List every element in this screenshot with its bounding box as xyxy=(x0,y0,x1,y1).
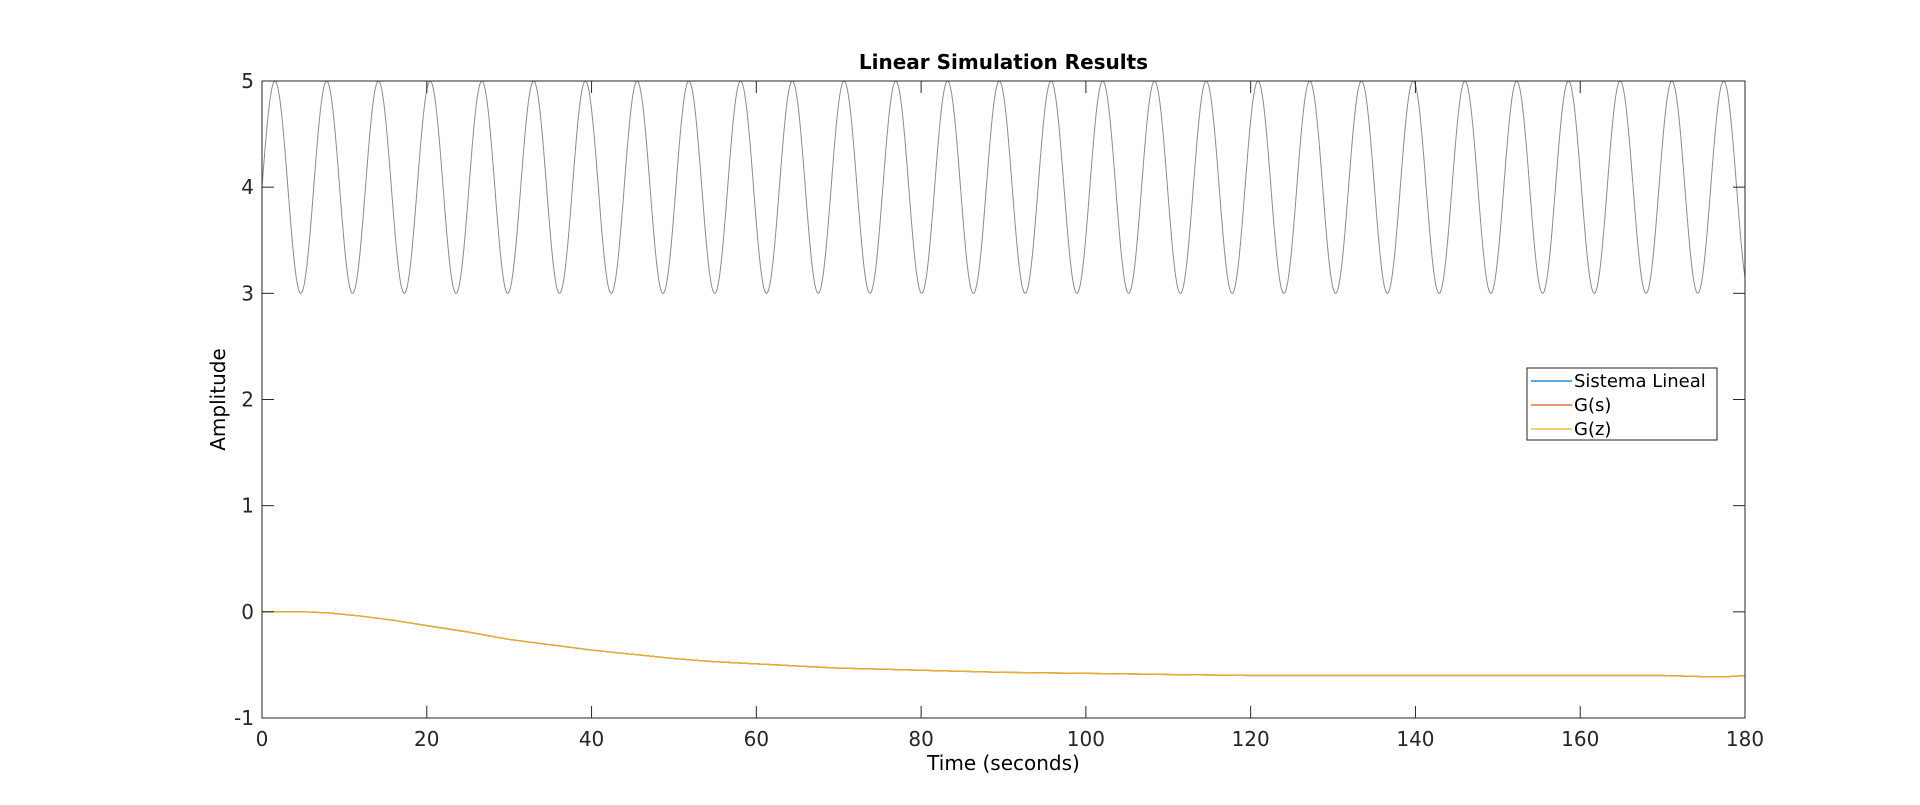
y-tick-label: 1 xyxy=(241,494,254,518)
x-tick-label: 180 xyxy=(1726,727,1764,751)
input-signal-line xyxy=(261,80,1746,294)
chart-title: Linear Simulation Results xyxy=(859,50,1148,74)
y-tick-label: 3 xyxy=(241,281,254,305)
y-axis-label: Amplitude xyxy=(206,348,230,451)
x-tick-label: 140 xyxy=(1396,727,1434,751)
y-tick-label: 2 xyxy=(241,388,254,412)
x-tick-label: 80 xyxy=(908,727,933,751)
legend-label-1: G(s) xyxy=(1574,395,1611,416)
plot-background xyxy=(262,81,1745,718)
y-tick-label: -1 xyxy=(234,706,254,730)
legend-label-0: Sistema Lineal xyxy=(1574,371,1706,392)
y-tick-label: 0 xyxy=(241,600,254,624)
x-axis-ticks: 0 20 40 60 80 100 120 140 160 180 xyxy=(256,81,1764,751)
y-tick-label: 5 xyxy=(241,69,254,93)
y-tick-label: 4 xyxy=(241,175,254,199)
legend: Sistema Lineal G(s) G(z) xyxy=(1526,367,1718,441)
x-tick-label: 100 xyxy=(1067,727,1105,751)
input-signal xyxy=(261,80,1746,294)
y-axis-ticks: -1 0 1 2 3 4 5 xyxy=(234,69,1745,730)
legend-box xyxy=(1526,367,1718,441)
x-axis-label: Time (seconds) xyxy=(926,751,1080,775)
series-line-2 xyxy=(262,611,1746,678)
legend-label-2: G(z) xyxy=(1574,419,1611,440)
x-tick-label: 60 xyxy=(744,727,769,751)
x-tick-label: 160 xyxy=(1561,727,1599,751)
x-tick-label: 40 xyxy=(579,727,604,751)
x-tick-label: 0 xyxy=(256,727,269,751)
x-tick-label: 20 xyxy=(414,727,439,751)
x-tick-label: 120 xyxy=(1232,727,1270,751)
series-lines xyxy=(262,611,1746,678)
